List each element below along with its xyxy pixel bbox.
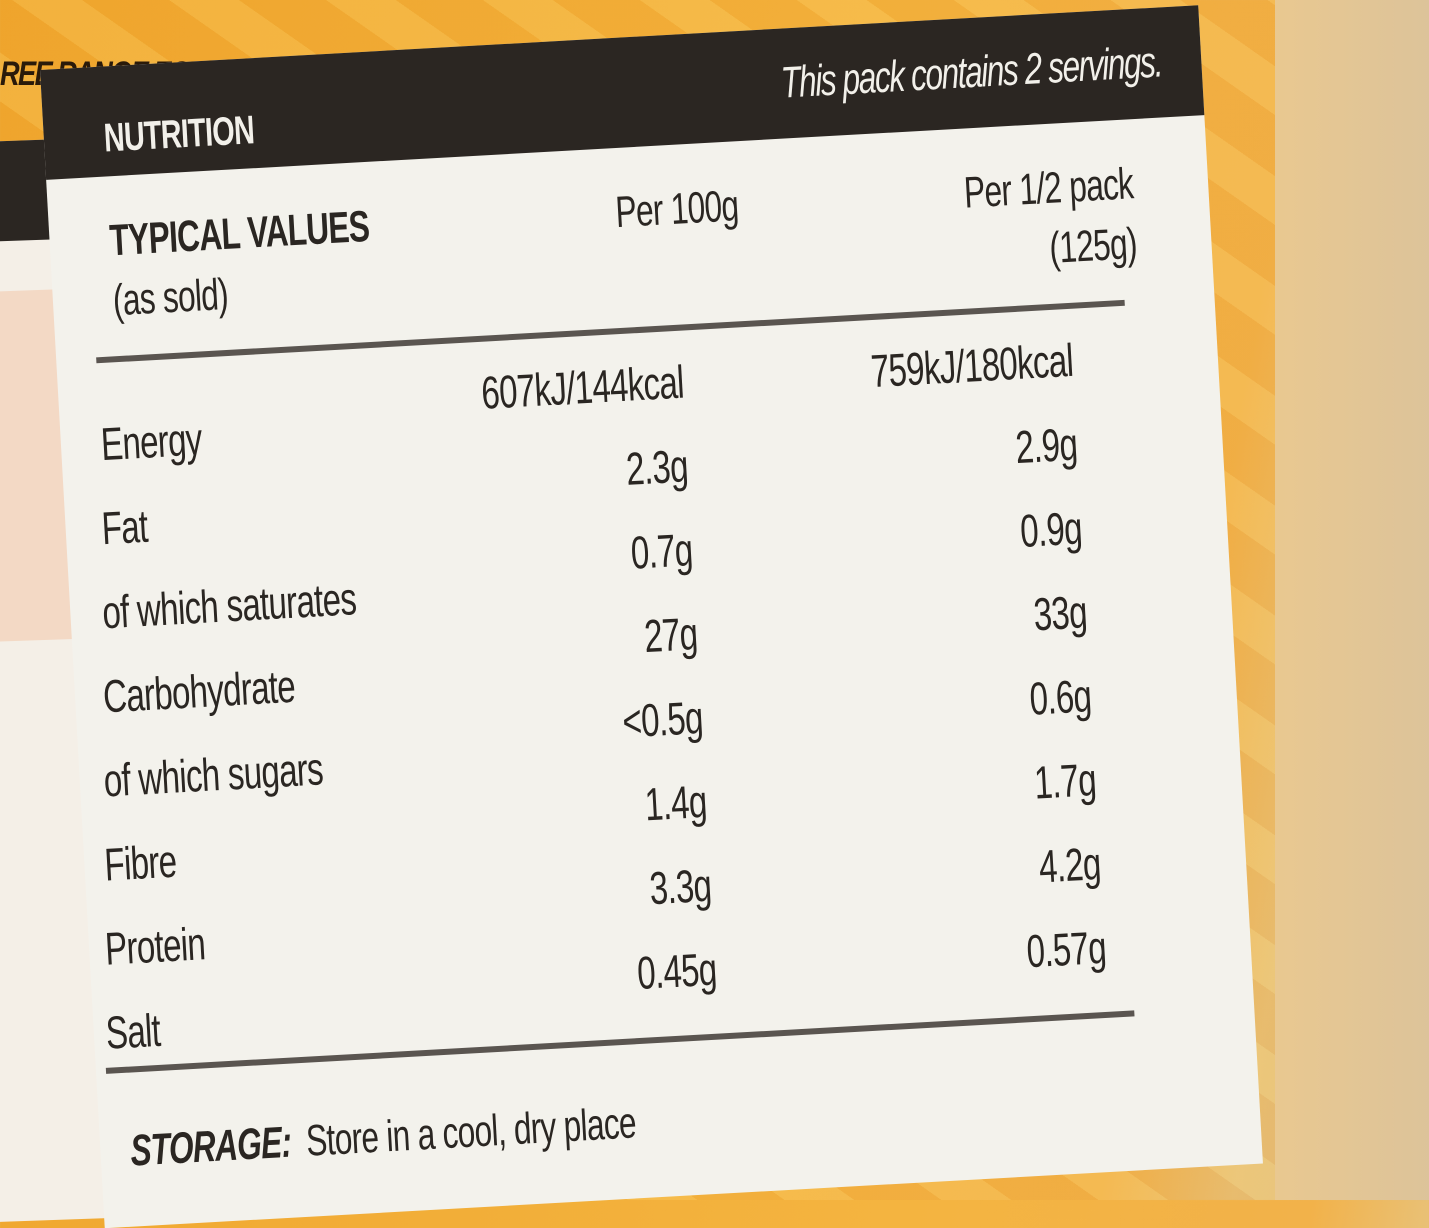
per-half-pack-value: 0.9g [1019,501,1084,557]
per-100g-value: 0.7g [629,523,695,579]
typical-values-heading: TYPICAL VALUES [108,201,371,266]
per-100g-value: 0.45g [635,942,718,1000]
nutrient-label: Salt [104,1003,162,1059]
as-sold-label: (as sold) [111,269,230,326]
storage-label: STORAGE: [129,1117,293,1176]
per-100g-value: 27g [642,607,699,663]
per-half-pack-value: 4.2g [1037,837,1103,893]
table-surface [1275,0,1429,1200]
nutrient-label: Protein [103,917,207,975]
nutrition-title: NUTRITION [102,108,256,161]
per-half-pack-value: 1.7g [1033,753,1098,809]
per-100g-heading: Per 100g [614,181,741,238]
nutrient-label: Energy [99,412,203,471]
per-half-pack-value: 33g [1032,585,1089,641]
per-100g-value: <0.5g [620,691,704,748]
nutrient-label: Fat [100,499,149,555]
per-100g-value: 1.4g [643,774,709,831]
per-100g-value: 3.3g [648,858,713,915]
per-100g-value: 607kJ/144kcal [479,355,685,419]
per-100g-value: 2.3g [625,439,690,495]
per-half-pack-heading: Per 1/2 pack [962,159,1135,218]
nutrient-label: Fibre [103,834,178,891]
per-half-pack-value: 2.9g [1014,417,1079,474]
storage-text: Store in a cool, dry place [304,1098,637,1166]
per-half-pack-value: 0.6g [1028,669,1093,725]
nutrition-label: NUTRITION This pack contains 2 servings.… [40,5,1263,1228]
half-pack-weight: (125g) [1047,219,1138,273]
per-half-pack-value: 0.57g [1024,920,1108,978]
per-half-pack-value: 759kJ/180kcal [869,333,1075,398]
servings-note: This pack contains 2 servings. [779,37,1163,108]
storage-info: STORAGE: Store in a cool, dry place [129,1091,765,1176]
